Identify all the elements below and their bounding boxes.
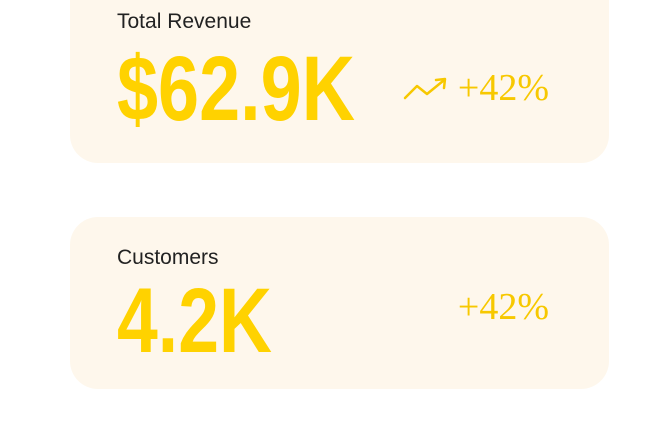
kpi-card: Customers 4.2K +42%	[70, 217, 609, 389]
card-change: +42%	[458, 286, 549, 328]
trend-icon	[403, 77, 447, 100]
card-value: $62.9K	[117, 38, 355, 140]
card-label: Customers	[117, 246, 219, 269]
card-label: Total Revenue	[117, 10, 251, 33]
card-value: 4.2K	[117, 270, 272, 372]
card-change: +42%	[458, 67, 549, 109]
kpi-card: Total Revenue $62.9K +42%	[70, 0, 609, 163]
card-background	[70, 217, 609, 389]
card-background	[70, 0, 609, 163]
